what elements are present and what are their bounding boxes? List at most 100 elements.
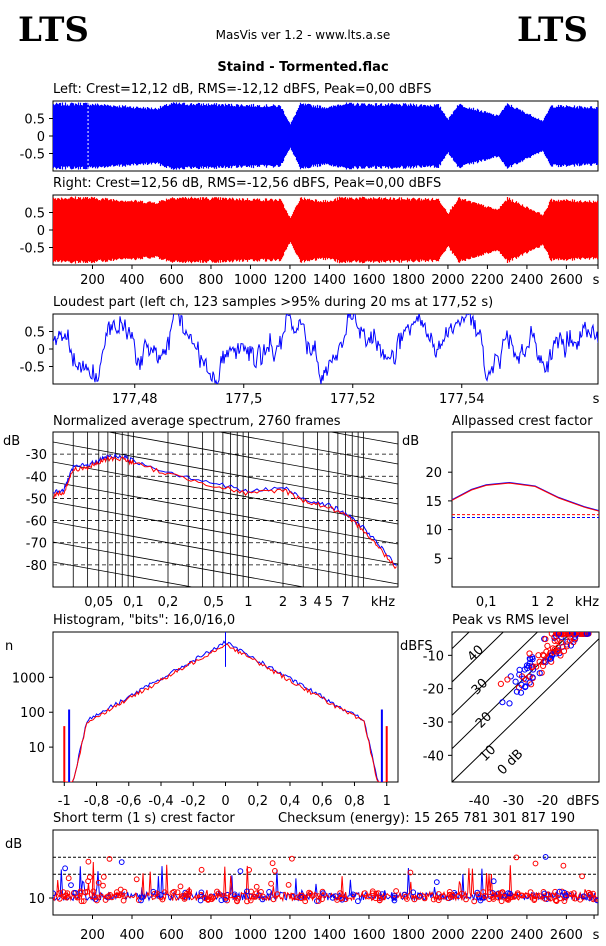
time-axis-label: 1400 xyxy=(313,273,346,288)
spectrum-xtick-label: 1 xyxy=(244,595,252,610)
peak-rms-diagonal xyxy=(452,632,539,717)
stc-point xyxy=(274,891,281,897)
stc-point xyxy=(587,891,594,897)
stc-point xyxy=(577,896,584,903)
left-waveform-ytick-label: 0 xyxy=(37,130,45,145)
peak-rms-point xyxy=(555,632,562,637)
stc-point xyxy=(269,860,276,867)
stc-point xyxy=(80,898,87,904)
logo-right: LTS xyxy=(517,10,588,50)
stc-point xyxy=(171,888,177,895)
crest-xtick-label: 1 xyxy=(531,595,539,610)
peak-rms-point xyxy=(560,648,568,655)
stc-point xyxy=(258,889,264,895)
stc-point xyxy=(490,878,497,885)
spectrum-title: Normalized average spectrum, 2760 frames xyxy=(53,414,341,429)
peak-rms-point xyxy=(553,632,560,637)
stc-point xyxy=(561,889,568,896)
spectrum-slope-line xyxy=(53,441,398,505)
stc-point xyxy=(95,879,102,886)
stc-point xyxy=(586,895,593,901)
spectrum-ytick-label: -30 xyxy=(26,448,47,463)
time-axis-label: 1800 xyxy=(392,273,425,288)
peak-rms-point xyxy=(526,650,533,657)
stc-point xyxy=(306,889,313,896)
stc-point xyxy=(487,889,493,896)
stc-point xyxy=(62,892,69,899)
histogram-xtick-label: 0,2 xyxy=(247,794,268,809)
stc-point xyxy=(72,890,79,896)
stc-point xyxy=(100,874,107,880)
peak-rms-point xyxy=(517,689,525,696)
peak-rms-point xyxy=(548,658,555,665)
left-waveform-ytick-label: 0.5 xyxy=(24,113,45,128)
stc-point xyxy=(560,862,567,869)
time-axis-label: 200 xyxy=(80,273,105,288)
stc-point xyxy=(252,894,259,900)
stc-point xyxy=(289,855,295,862)
crest-xtick-label: 2 xyxy=(546,595,554,610)
stc-point xyxy=(153,890,160,897)
stc-point xyxy=(477,894,483,901)
stc-point xyxy=(421,895,428,902)
crest-ylabel: dB xyxy=(402,434,419,449)
stc-point xyxy=(410,889,417,896)
histogram-xtick-label: -0,4 xyxy=(148,794,173,809)
time-axis-label: 1000 xyxy=(234,273,267,288)
stc-point xyxy=(198,892,204,898)
stc-point xyxy=(450,893,456,899)
stc-point xyxy=(78,898,85,905)
crest-ytick-label: 5 xyxy=(434,552,442,567)
stc-point xyxy=(404,896,410,902)
stc-point xyxy=(102,897,109,903)
stc-point xyxy=(202,895,209,902)
peak-rms-point xyxy=(543,648,550,655)
stc-point xyxy=(475,891,482,898)
stc-point xyxy=(514,891,521,898)
stc-point xyxy=(444,895,451,901)
peak-rms-xlabel: dBFS xyxy=(567,794,600,809)
spectrum-slope-line xyxy=(53,481,398,545)
crest-frame xyxy=(451,431,600,588)
left-waveform-ytick-label: -0.5 xyxy=(20,148,45,163)
spectrum-frame xyxy=(52,431,399,588)
stc-point xyxy=(198,866,205,873)
histogram-xtick-label: 0 xyxy=(221,794,229,809)
spectrum-xtick-label: 3 xyxy=(299,595,307,610)
stc-point xyxy=(244,898,250,905)
stc-point xyxy=(113,892,120,899)
spectrum-xtick-label: 7 xyxy=(341,595,349,610)
time-axis-label: 2200 xyxy=(471,273,504,288)
stc-point xyxy=(214,888,220,895)
spectrum-xtick-label: 0,2 xyxy=(158,595,179,610)
stc-point xyxy=(84,888,91,895)
stc-point xyxy=(393,888,400,894)
peak-rms-point xyxy=(527,656,534,663)
peak-rms-point xyxy=(550,648,557,655)
stc-point xyxy=(501,892,508,899)
histogram-xtick-label: 0,8 xyxy=(344,794,365,809)
stc-point xyxy=(568,891,575,898)
stc-point xyxy=(120,897,127,904)
stc-point xyxy=(365,893,372,900)
stc-point xyxy=(231,891,238,898)
stc-ytick-label: 10 xyxy=(28,892,45,907)
left-waveform-title: Left: Crest=12,12 dB, RMS=-12,12 dBFS, P… xyxy=(53,82,432,97)
spectrum-xtick-label: 5 xyxy=(325,595,333,610)
spectrum-ytick-label: -60 xyxy=(26,515,47,530)
stc-point xyxy=(68,882,74,888)
app-version: MasVis ver 1.2 - www.lts.a.se xyxy=(215,28,391,42)
time-axis-label: 800 xyxy=(199,273,224,288)
stc-point xyxy=(253,883,260,890)
stc-point xyxy=(139,894,145,901)
stc-point xyxy=(100,882,106,889)
time-axis-label: 1600 xyxy=(352,273,385,288)
peak-rms-point xyxy=(573,632,580,637)
stc-xtick-label: 800 xyxy=(199,928,224,943)
stc-point xyxy=(571,890,577,896)
peak-rms-point xyxy=(536,670,543,677)
crest-ytick-label: 10 xyxy=(425,524,442,539)
peak-rms-point xyxy=(529,655,536,663)
spectrum-slope-line xyxy=(106,432,398,485)
loudest-xtick-label: 177,5 xyxy=(225,392,262,407)
